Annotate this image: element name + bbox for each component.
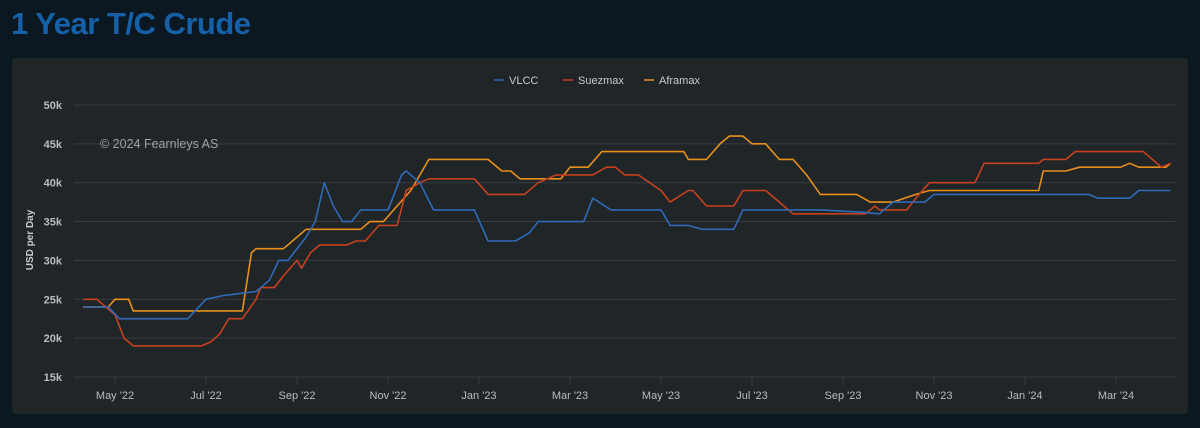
y-tick-label: 50k [44,100,63,112]
x-tick-label: Jul '23 [736,390,767,402]
y-tick-label: 25k [44,294,63,306]
x-tick-label: Nov '23 [916,390,953,402]
y-tick-label: 20k [44,333,63,345]
x-tick-label: Jul '22 [190,390,221,402]
series-line-vlcc [83,170,1171,320]
series-lines [83,135,1172,347]
x-tick-label: Sep '22 [279,390,316,402]
y-axis-title: USD per Day [25,209,36,270]
gridlines [74,104,1175,378]
y-tick-label: 15k [44,372,63,384]
y-tick-label: 35k [44,217,63,229]
x-axis: May '22 Jul '22 Sep '22 Nov '22 Jan '23 Mar '… [96,376,1134,402]
legend-label: Suezmax [578,75,624,87]
legend-label: Aframax [659,75,700,87]
x-tick-label: Mar '23 [552,390,588,402]
legend-label: VLCC [509,75,538,87]
x-tick-label: Jan '23 [461,390,496,402]
x-tick-label: Mar '24 [1098,390,1134,402]
x-tick-label: Nov '22 [370,390,407,402]
series-line-suezmax [83,150,1171,347]
y-tick-label: 40k [44,178,63,190]
series-line-aframax [83,135,1172,312]
legend-item-aframax[interactable]: Aframax [644,75,700,87]
legend-item-vlcc[interactable]: VLCC [494,75,538,87]
x-tick-label: May '23 [642,390,680,402]
y-tick-label: 45k [44,139,63,151]
x-tick-label: Jan '24 [1007,390,1042,402]
page-title: 1 Year T/C Crude [11,6,251,41]
y-tick-label: 30k [44,255,63,267]
x-tick-label: Sep '23 [825,390,862,402]
legend: VLCC Suezmax Aframax [494,75,700,87]
credit-text: © 2024 Fearnleys AS [100,137,218,151]
legend-item-suezmax[interactable]: Suezmax [563,75,624,87]
chart-card [12,58,1188,414]
y-axis: 50k 45k 40k 35k 30k 25k 20k 15k [44,100,63,384]
x-tick-label: May '22 [96,390,134,402]
